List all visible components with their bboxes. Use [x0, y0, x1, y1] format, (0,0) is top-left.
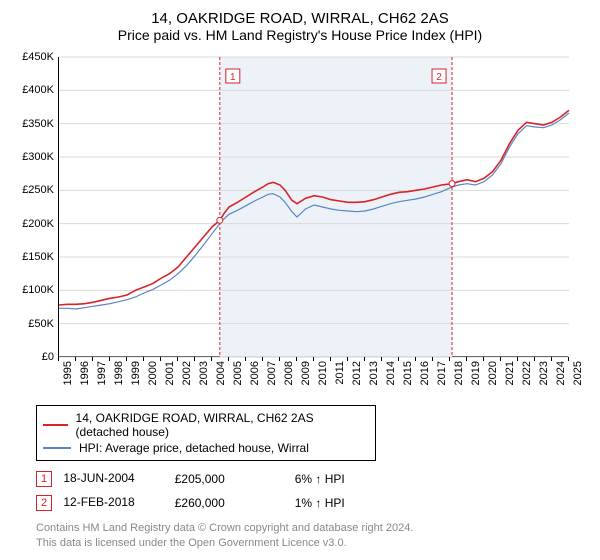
x-tick-label: 2003 [198, 361, 210, 385]
x-tick-label: 2020 [487, 361, 499, 385]
y-tick-label: £350K [12, 118, 54, 130]
x-tick-label: 2002 [181, 361, 193, 385]
chart-area: 12 £0£50K£100K£150K£200K£250K£300K£350K£… [12, 49, 588, 405]
legend-item-series-a: 14, OAKRIDGE ROAD, WIRRAL, CH62 2AS (det… [43, 410, 369, 440]
legend-swatch-b [43, 447, 71, 449]
y-tick-label: £450K [12, 51, 54, 63]
x-tick-label: 1998 [113, 361, 125, 385]
x-tick-label: 2023 [538, 361, 550, 385]
x-tick-label: 1996 [79, 361, 91, 385]
x-tick-label: 2014 [385, 361, 397, 385]
x-tick-label: 2024 [555, 361, 567, 385]
shaded-band-group [220, 57, 452, 357]
marker-price-2: £260,000 [175, 496, 255, 510]
y-tick-label: £0 [12, 351, 54, 363]
marker-tag-1: 1 [36, 471, 52, 487]
marker-price-1: £205,000 [175, 472, 255, 486]
x-tick-label: 2011 [334, 361, 346, 385]
x-tick-label: 1995 [62, 361, 74, 385]
x-tick-label: 2025 [572, 361, 584, 385]
plot-svg: 12 [59, 57, 569, 357]
chart-title-line1: 14, OAKRIDGE ROAD, WIRRAL, CH62 2AS [12, 10, 588, 27]
svg-text:1: 1 [230, 72, 236, 83]
x-tick-label: 2004 [215, 361, 227, 385]
x-tick-label: 2012 [351, 361, 363, 385]
x-tick-label: 2022 [521, 361, 533, 385]
markers-table: 1 18-JUN-2004 £205,000 6% ↑ HPI 2 12-FEB… [36, 467, 588, 515]
marker-pct-1: 6% ↑ HPI [295, 472, 345, 486]
x-tick-label: 2019 [470, 361, 482, 385]
chart-title-line2: Price paid vs. HM Land Registry's House … [12, 27, 588, 43]
x-tick-label: 2016 [419, 361, 431, 385]
svg-text:2: 2 [436, 72, 442, 83]
x-axis-labels: 1995 1996 1997 1998 1999 2000 2001 2002 2003 2004… [58, 361, 568, 405]
x-tick-label: 2021 [504, 361, 516, 385]
marker-tag-2: 2 [36, 495, 52, 511]
legend-label-a: 14, OAKRIDGE ROAD, WIRRAL, CH62 2AS (det… [76, 411, 369, 439]
legend-label-b: HPI: Average price, detached house, Wirr… [79, 441, 309, 455]
x-tick-label: 2017 [436, 361, 448, 385]
x-tick-label: 2000 [147, 361, 159, 385]
marker-date-2: 12-FEB-2018 [63, 495, 134, 509]
x-tick-label: 2013 [368, 361, 380, 385]
legend-swatch-a [43, 424, 68, 426]
x-tick-label: 2005 [232, 361, 244, 385]
x-tick-label: 2009 [300, 361, 312, 385]
x-tick-label: 2015 [402, 361, 414, 385]
legend-item-series-b: HPI: Average price, detached house, Wirr… [43, 440, 369, 456]
footnote-line1: Contains HM Land Registry data © Crown c… [36, 521, 588, 536]
y-tick-label: £150K [12, 251, 54, 263]
y-tick-label: £200K [12, 218, 54, 230]
x-tick-label: 2008 [283, 361, 295, 385]
footnote-line2: This data is licensed under the Open Gov… [36, 536, 588, 551]
marker-row-1: 1 18-JUN-2004 £205,000 6% ↑ HPI [36, 467, 588, 491]
y-tick-label: £300K [12, 151, 54, 163]
x-tick-label: 1997 [96, 361, 108, 385]
y-tick-label: £400K [12, 84, 54, 96]
chart-container: 14, OAKRIDGE ROAD, WIRRAL, CH62 2AS Pric… [0, 0, 600, 560]
x-tick-label: 2018 [453, 361, 465, 385]
marker-row-2: 2 12-FEB-2018 £260,000 1% ↑ HPI [36, 491, 588, 515]
x-tick-label: 2010 [317, 361, 329, 385]
x-tick-label: 2007 [266, 361, 278, 385]
y-tick-label: £100K [12, 284, 54, 296]
x-tick-label: 2006 [249, 361, 261, 385]
plot-region: 12 [58, 57, 568, 357]
legend-box: 14, OAKRIDGE ROAD, WIRRAL, CH62 2AS (det… [36, 405, 376, 461]
marker-date-1: 18-JUN-2004 [63, 471, 134, 485]
y-tick-label: £50K [12, 318, 54, 330]
x-tick-label: 2001 [164, 361, 176, 385]
footnote: Contains HM Land Registry data © Crown c… [36, 521, 588, 551]
y-tick-label: £250K [12, 184, 54, 196]
x-tick-label: 1999 [130, 361, 142, 385]
marker-pct-2: 1% ↑ HPI [295, 496, 345, 510]
